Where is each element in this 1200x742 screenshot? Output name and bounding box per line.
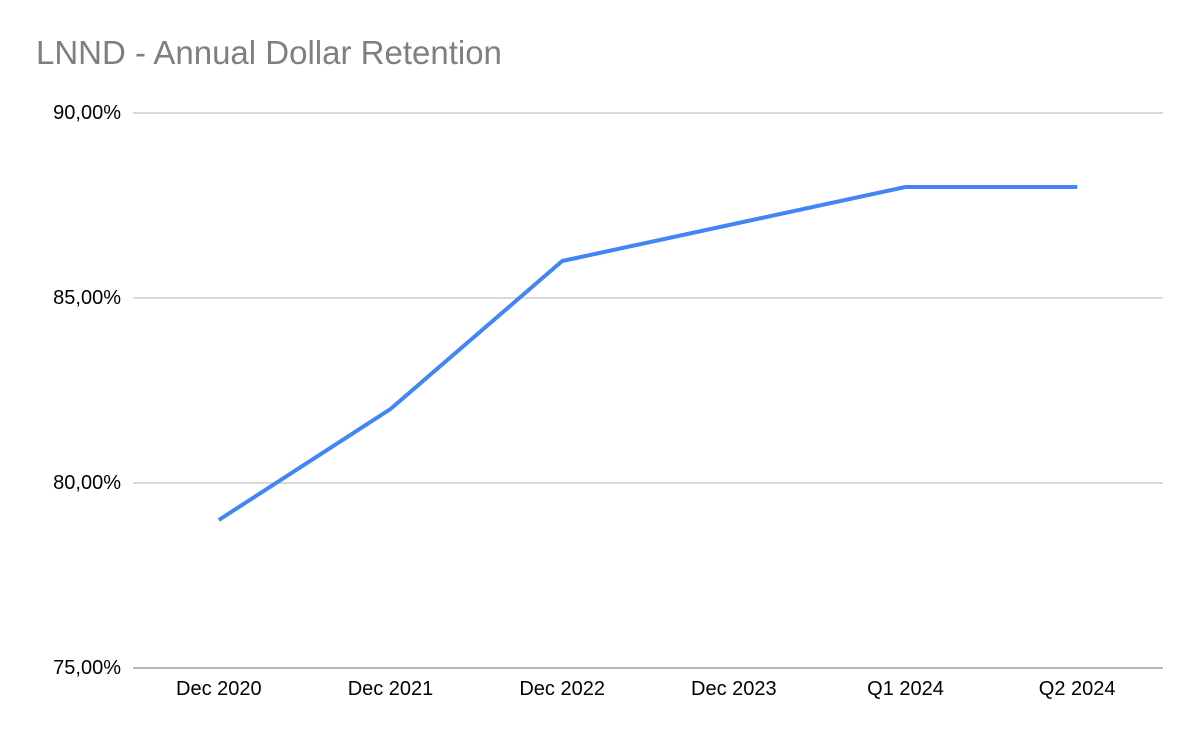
x-axis-tick-label: Dec 2020 (176, 678, 262, 700)
gridline (133, 482, 1163, 484)
x-axis-tick-label: Dec 2023 (691, 678, 777, 700)
y-axis-tick-label: 85,00% (53, 287, 121, 309)
x-axis-tick-label: Q2 2024 (1038, 678, 1116, 700)
x-axis-tick-label: Q1 2024 (867, 678, 944, 700)
gridline (133, 297, 1163, 299)
retention-line-series (217, 185, 1078, 522)
y-axis-tick-label: 90,00% (53, 102, 121, 124)
x-axis-tick-label: Dec 2021 (347, 678, 434, 700)
gridline (133, 112, 1163, 114)
y-axis-tick-label: 75,00% (53, 657, 121, 679)
y-axis-tick-label: 80,00% (53, 472, 121, 494)
x-axis-tick-label: Dec 2022 (519, 678, 605, 700)
chart-title: LNND - Annual Dollar Retention (36, 34, 502, 71)
x-axis-line (133, 667, 1163, 669)
